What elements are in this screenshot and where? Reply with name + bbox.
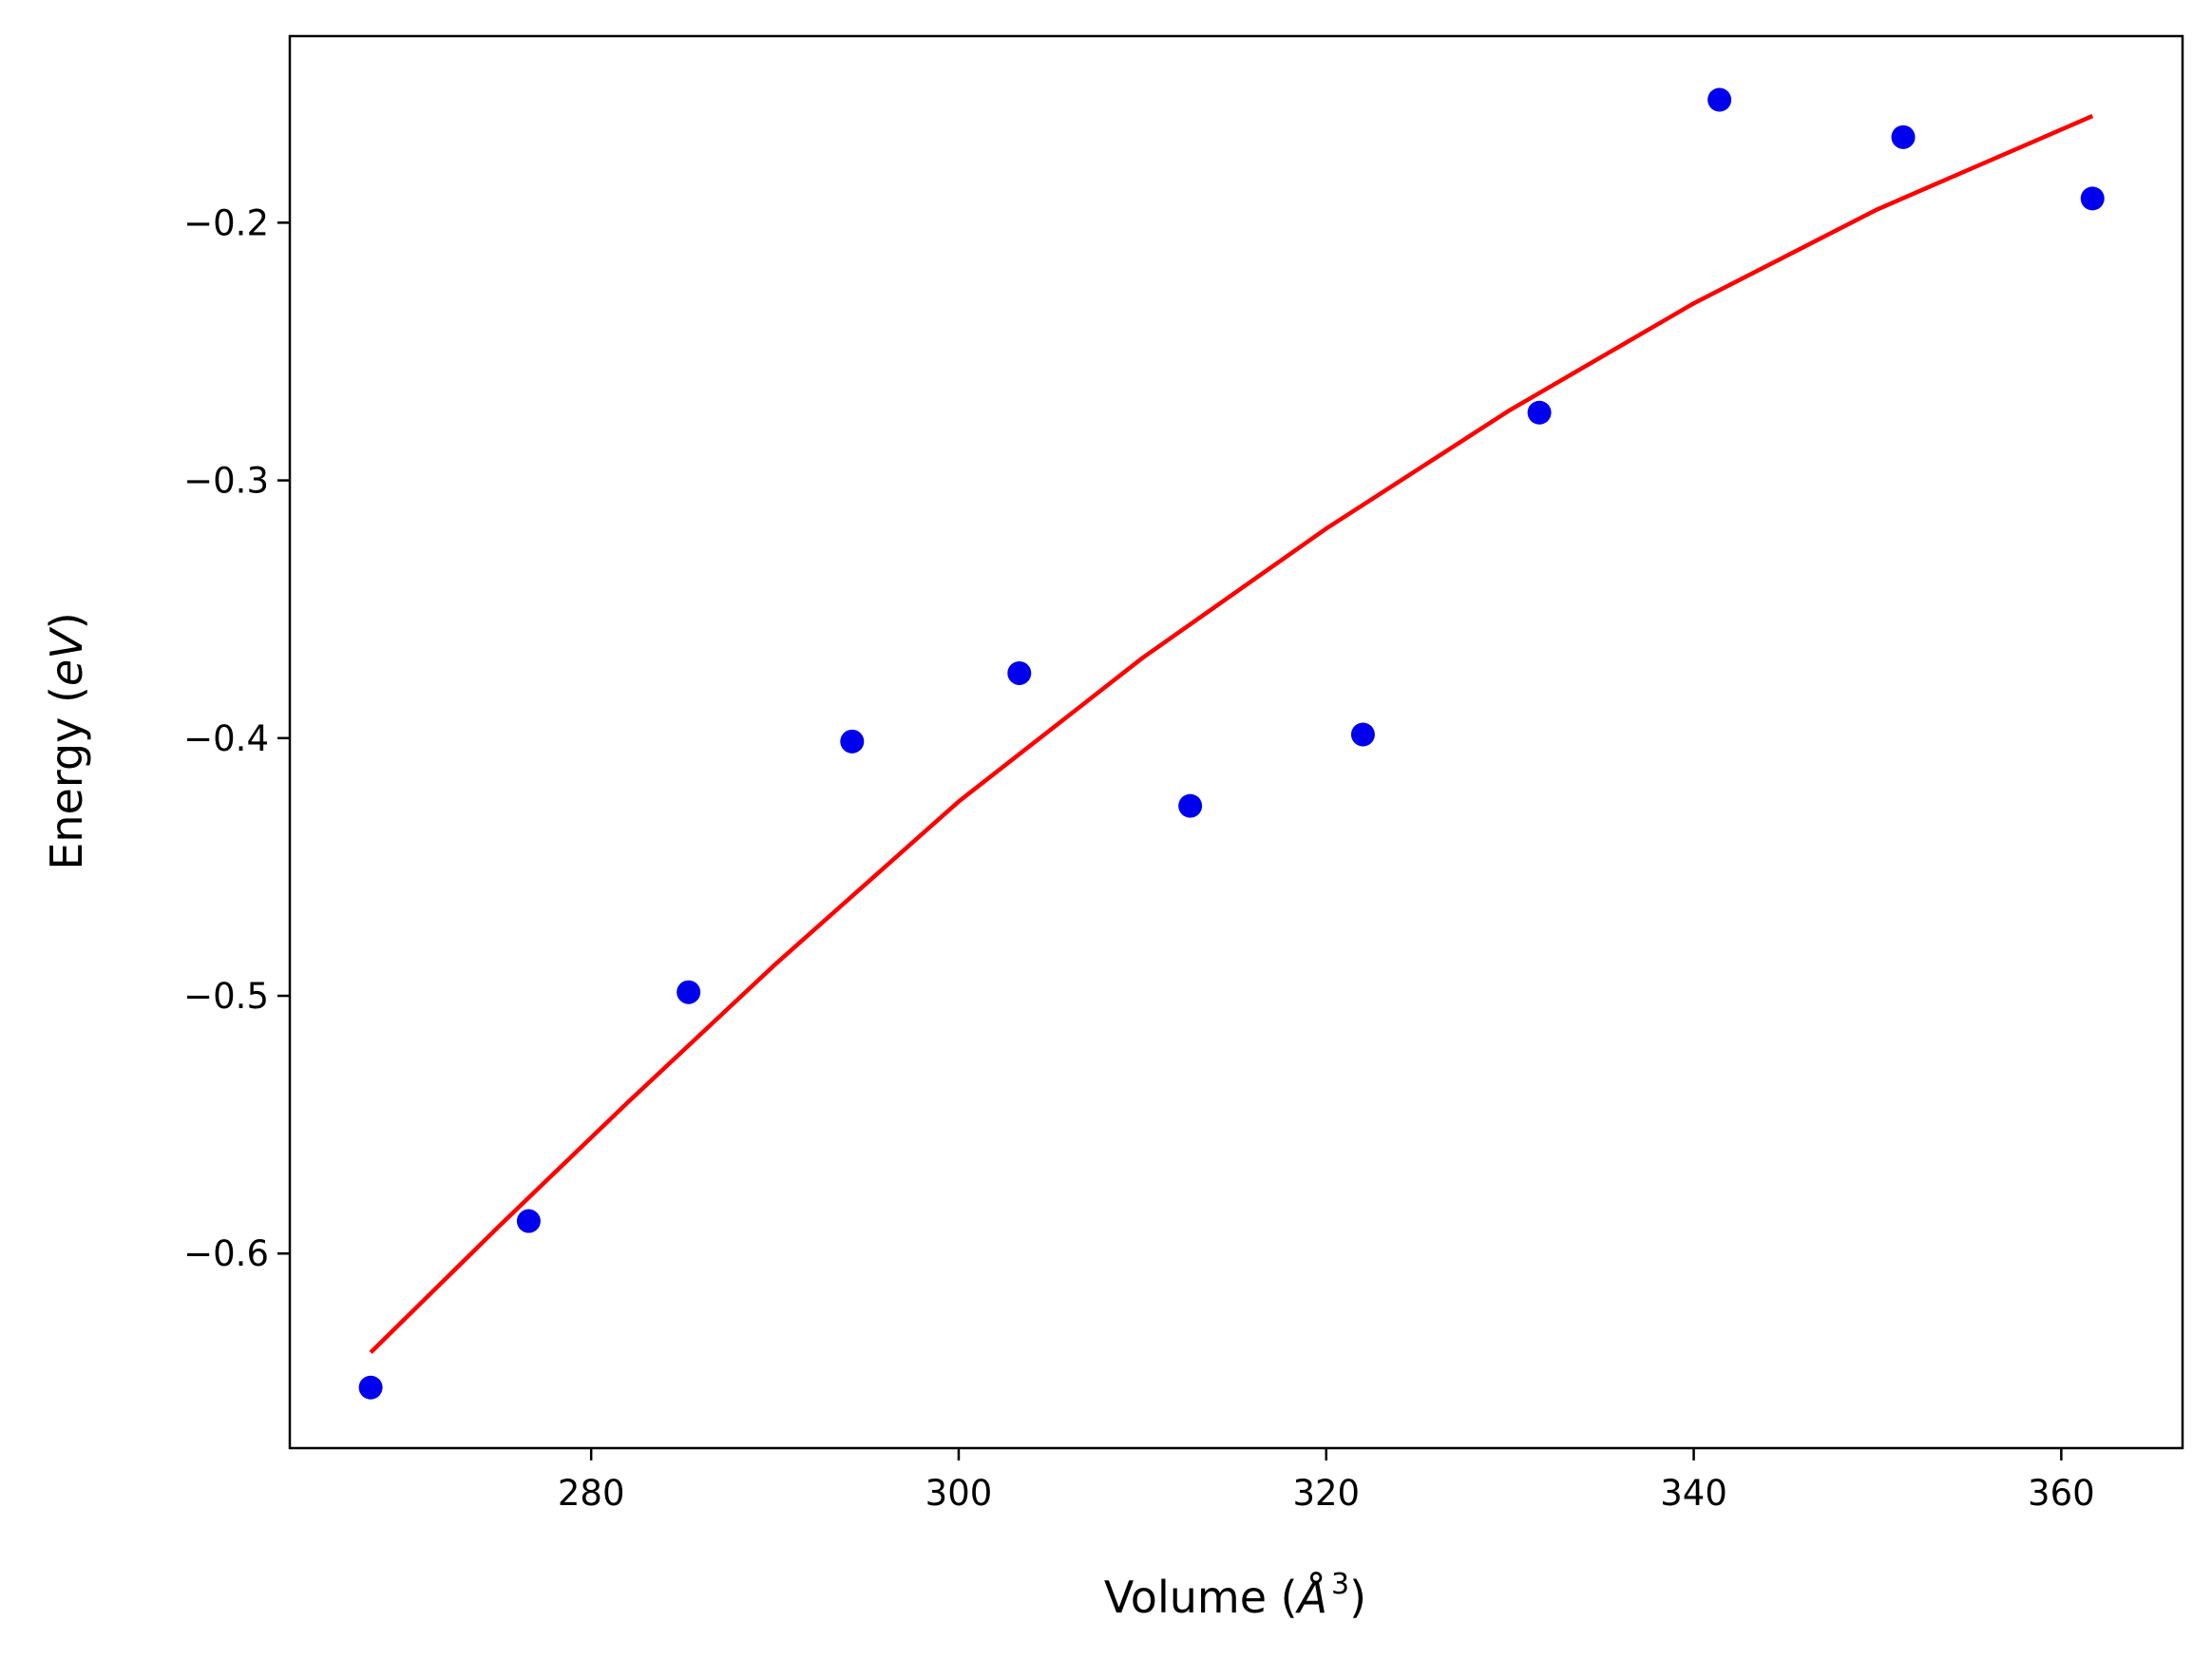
y-tick-label-1: −0.3	[183, 461, 269, 502]
x-axis-label-superscript: 3	[1331, 1568, 1349, 1601]
y-tick-label-2: −0.4	[183, 718, 269, 759]
x-axis-ticks: 280 300 320 340 360	[558, 1448, 2095, 1514]
x-tick-label-300: 300	[925, 1473, 993, 1514]
x-tick-label-340: 340	[1660, 1473, 1727, 1514]
data-point-4	[1007, 660, 1032, 685]
y-axis-label: Energy (eV)	[41, 612, 92, 869]
y-axis-label-symbol: eV	[41, 626, 92, 686]
data-point-5	[1178, 793, 1203, 818]
x-axis-label: Volume (Å 3)	[1104, 1568, 1366, 1623]
fit-curve-layer	[369, 114, 2094, 1354]
x-axis-label-suffix: )	[1349, 1572, 1366, 1623]
x-tick-label-320: 320	[1292, 1473, 1360, 1514]
data-point-8	[1707, 87, 1732, 112]
x-tick-label-360: 360	[2028, 1473, 2095, 1514]
data-point-0	[358, 1375, 383, 1400]
data-point-3	[840, 729, 865, 754]
data-point-6	[1350, 722, 1375, 747]
x-tick-label-280: 280	[558, 1473, 625, 1514]
y-axis-label-suffix: )	[41, 612, 92, 629]
fit-curve-0	[369, 114, 2094, 1354]
y-axis-ticks: −0.2 −0.3 −0.4 −0.5 −0.6	[183, 202, 290, 1274]
plot-area-frame	[288, 34, 2184, 1450]
x-axis-label-prefix: Volume (	[1104, 1572, 1298, 1623]
data-point-10	[2080, 186, 2105, 211]
data-point-9	[1891, 124, 1916, 149]
y-axis-label-prefix: Energy (	[41, 686, 92, 870]
data-points-layer	[358, 87, 2105, 1400]
data-point-7	[1527, 400, 1552, 425]
y-tick-label-3: −0.5	[183, 976, 269, 1017]
data-point-2	[677, 980, 701, 1004]
y-tick-label-4: −0.6	[183, 1233, 269, 1274]
y-tick-label-0: −0.2	[183, 202, 269, 243]
data-point-1	[516, 1209, 541, 1233]
x-axis-label-symbol: Å	[1295, 1572, 1327, 1623]
